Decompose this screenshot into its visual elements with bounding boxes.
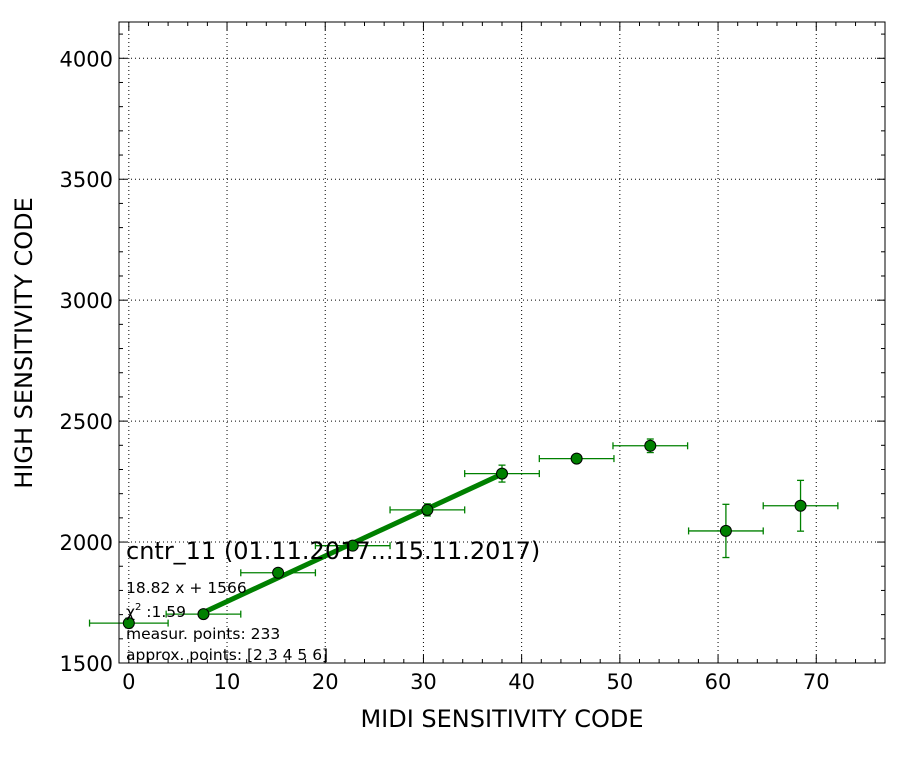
tick-layer: 0 10 20 30 40 50 60 70 1500 2000 2500 3000 3500 4000 <box>60 22 885 694</box>
y-tick-label: 1500 <box>60 652 113 676</box>
annotation-title: cntr_11 (01.11.2017...15.11.2017) <box>126 537 540 565</box>
y-tick-label: 2500 <box>60 410 113 434</box>
annotation-layer: cntr_11 (01.11.2017...15.11.2017) 18.82 … <box>126 537 540 664</box>
annotation-approx-points: approx. points: [2 3 4 5 6] <box>126 646 328 664</box>
data-point <box>719 524 732 537</box>
points-layer <box>122 439 807 630</box>
minor-ticks <box>119 22 885 663</box>
y-tick-label: 3500 <box>60 168 113 192</box>
x-tick-label: 0 <box>122 670 135 694</box>
y-tick-label: 3000 <box>60 289 113 313</box>
x-axis-label: MIDI SENSITIVITY CODE <box>360 705 643 733</box>
y-tick-label: 4000 <box>60 47 113 71</box>
x-tick-label: 60 <box>705 670 732 694</box>
data-point <box>496 467 508 480</box>
annotation-equation: 18.82 x + 1566 <box>126 579 247 597</box>
y-tick-label: 2000 <box>60 531 113 555</box>
chi2-superscript: 2 <box>135 602 141 613</box>
data-point <box>421 503 434 516</box>
data-point <box>346 539 359 552</box>
y-axis-label: HIGH SENSITIVITY CODE <box>10 197 38 489</box>
x-tick-label: 20 <box>312 670 339 694</box>
chi2-value: :1.59 <box>141 603 186 621</box>
x-tick-label: 30 <box>410 670 437 694</box>
annotation-measur-points: measur. points: 233 <box>126 625 280 643</box>
data-point <box>644 439 657 452</box>
x-tick-label: 70 <box>803 670 830 694</box>
grid-layer <box>119 22 885 663</box>
annotation-chi2: χ2 :1.59 <box>126 602 186 621</box>
plot-frame <box>118 21 886 664</box>
x-tick-label: 50 <box>606 670 633 694</box>
data-point <box>272 566 285 579</box>
data-point <box>197 608 210 621</box>
chi2-symbol: χ <box>126 603 135 621</box>
data-point <box>122 617 135 630</box>
x-tick-label: 10 <box>214 670 241 694</box>
data-point <box>794 499 807 512</box>
x-tick-label: 40 <box>508 670 535 694</box>
data-point <box>570 452 583 465</box>
